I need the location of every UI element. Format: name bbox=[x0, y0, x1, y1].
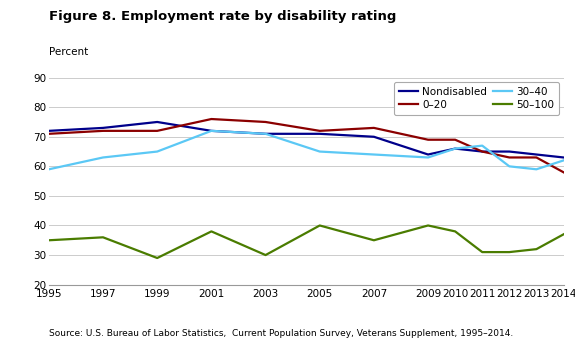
0–20 bbox=[424, 138, 431, 142]
Line: 50–100: 50–100 bbox=[49, 226, 564, 258]
50–100 bbox=[506, 250, 513, 254]
30–40 bbox=[560, 158, 567, 162]
30–40 bbox=[262, 132, 269, 136]
0–20 bbox=[45, 132, 52, 136]
50–100 bbox=[154, 256, 160, 260]
30–40 bbox=[533, 167, 540, 171]
0–20 bbox=[99, 129, 106, 133]
Nondisabled bbox=[533, 152, 540, 157]
30–40 bbox=[452, 147, 459, 151]
0–20 bbox=[154, 129, 160, 133]
Nondisabled bbox=[154, 120, 160, 124]
0–20 bbox=[452, 138, 459, 142]
50–100 bbox=[424, 224, 431, 228]
Nondisabled bbox=[560, 155, 567, 159]
30–40 bbox=[99, 155, 106, 159]
Line: 30–40: 30–40 bbox=[49, 131, 564, 169]
Text: Source: U.S. Bureau of Labor Statistics,  Current Population Survey, Veterans Su: Source: U.S. Bureau of Labor Statistics,… bbox=[49, 329, 513, 338]
Nondisabled bbox=[262, 132, 269, 136]
30–40 bbox=[45, 167, 52, 171]
50–100 bbox=[533, 247, 540, 251]
0–20 bbox=[370, 126, 377, 130]
50–100 bbox=[262, 253, 269, 257]
0–20 bbox=[506, 155, 513, 159]
Nondisabled bbox=[479, 149, 486, 154]
0–20 bbox=[262, 120, 269, 124]
0–20 bbox=[560, 170, 567, 174]
Nondisabled bbox=[45, 129, 52, 133]
50–100 bbox=[560, 232, 567, 236]
50–100 bbox=[370, 238, 377, 242]
30–40 bbox=[370, 152, 377, 157]
Line: Nondisabled: Nondisabled bbox=[49, 122, 564, 157]
Line: 0–20: 0–20 bbox=[49, 119, 564, 172]
30–40 bbox=[506, 164, 513, 168]
Nondisabled bbox=[506, 149, 513, 154]
0–20 bbox=[533, 155, 540, 159]
0–20 bbox=[208, 117, 215, 121]
30–40 bbox=[316, 149, 323, 154]
0–20 bbox=[479, 149, 486, 154]
30–40 bbox=[424, 155, 431, 159]
50–100 bbox=[45, 238, 52, 242]
Text: Figure 8. Employment rate by disability rating: Figure 8. Employment rate by disability … bbox=[49, 10, 396, 23]
Legend: Nondisabled, 0–20, 30–40, 50–100: Nondisabled, 0–20, 30–40, 50–100 bbox=[394, 82, 559, 115]
Nondisabled bbox=[99, 126, 106, 130]
30–40 bbox=[154, 149, 160, 154]
50–100 bbox=[479, 250, 486, 254]
Nondisabled bbox=[208, 129, 215, 133]
30–40 bbox=[208, 129, 215, 133]
50–100 bbox=[99, 235, 106, 239]
50–100 bbox=[316, 224, 323, 228]
Text: Percent: Percent bbox=[49, 47, 88, 57]
50–100 bbox=[452, 229, 459, 234]
30–40 bbox=[479, 144, 486, 148]
Nondisabled bbox=[424, 152, 431, 157]
Nondisabled bbox=[316, 132, 323, 136]
Nondisabled bbox=[370, 135, 377, 139]
Nondisabled bbox=[452, 147, 459, 151]
0–20 bbox=[316, 129, 323, 133]
50–100 bbox=[208, 229, 215, 234]
